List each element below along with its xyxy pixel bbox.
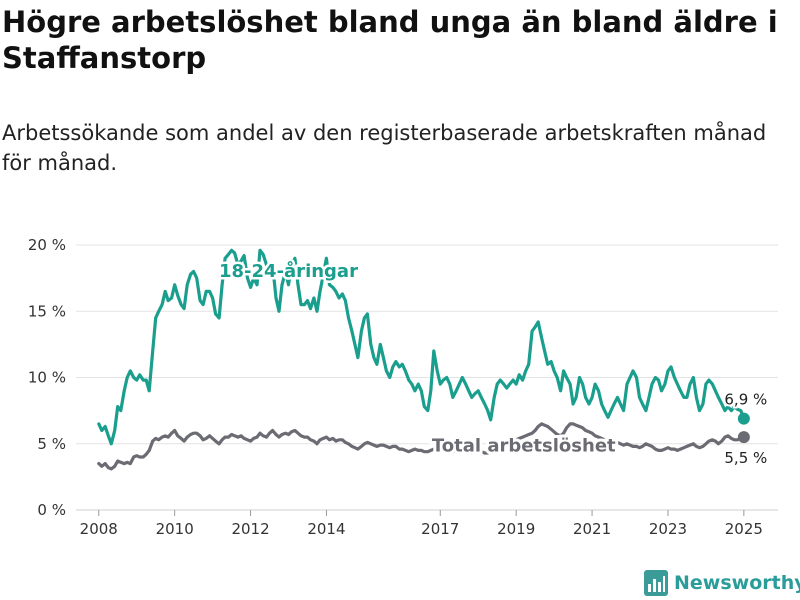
- x-tick-label: 2025: [725, 520, 763, 538]
- annotations: 6,9 % 5,5 % 18-24-åringar Total arbetslöshe…: [217, 257, 770, 469]
- x-tick-label: 2010: [156, 520, 194, 538]
- end-point-youth: [737, 412, 750, 425]
- brand-logo: Newsworthy: [644, 569, 800, 597]
- page-subtitle: Arbetssökande som andel av den registerb…: [2, 121, 767, 175]
- end-value-label-youth: 6,9 %: [724, 391, 767, 409]
- series-line-total: [97, 422, 746, 471]
- series-label-youth: 18-24-åringar: [219, 260, 358, 282]
- y-tick-label: 0 %: [37, 501, 66, 519]
- brand-name: Newsworthy: [674, 572, 800, 594]
- y-tick-label: 10 %: [28, 369, 66, 387]
- x-tick-label: 2019: [497, 520, 535, 538]
- axes: 0 % 5 % 10 % 15 % 20 % 2008 2010 2012 2014 2017 20…: [28, 236, 763, 538]
- gridlines: [76, 244, 778, 511]
- y-tick-label: 5 %: [37, 435, 66, 453]
- x-tick-label: 2017: [421, 520, 459, 538]
- x-tick-label: 2021: [573, 520, 611, 538]
- bar-chart-logo-icon: [644, 570, 668, 596]
- series-label-total: Total arbetslöshet: [432, 436, 616, 457]
- x-tick-label: 2008: [80, 520, 118, 538]
- x-tick-label: 2012: [231, 520, 269, 538]
- end-point-total: [737, 431, 750, 444]
- line-chart: 0 % 5 % 10 % 15 % 20 % 2008 2010 2012 2014 2017 20…: [28, 236, 778, 538]
- x-tick-label: 2014: [307, 520, 345, 538]
- page-title: Högre arbetslöshet bland unga än bland ä…: [2, 5, 778, 75]
- end-value-label-total: 5,5 %: [724, 449, 767, 467]
- series-line-youth: [97, 248, 746, 446]
- y-tick-label: 15 %: [28, 302, 66, 320]
- y-tick-label: 20 %: [28, 236, 66, 254]
- x-tick-label: 2023: [649, 520, 687, 538]
- series-lines: [97, 248, 746, 471]
